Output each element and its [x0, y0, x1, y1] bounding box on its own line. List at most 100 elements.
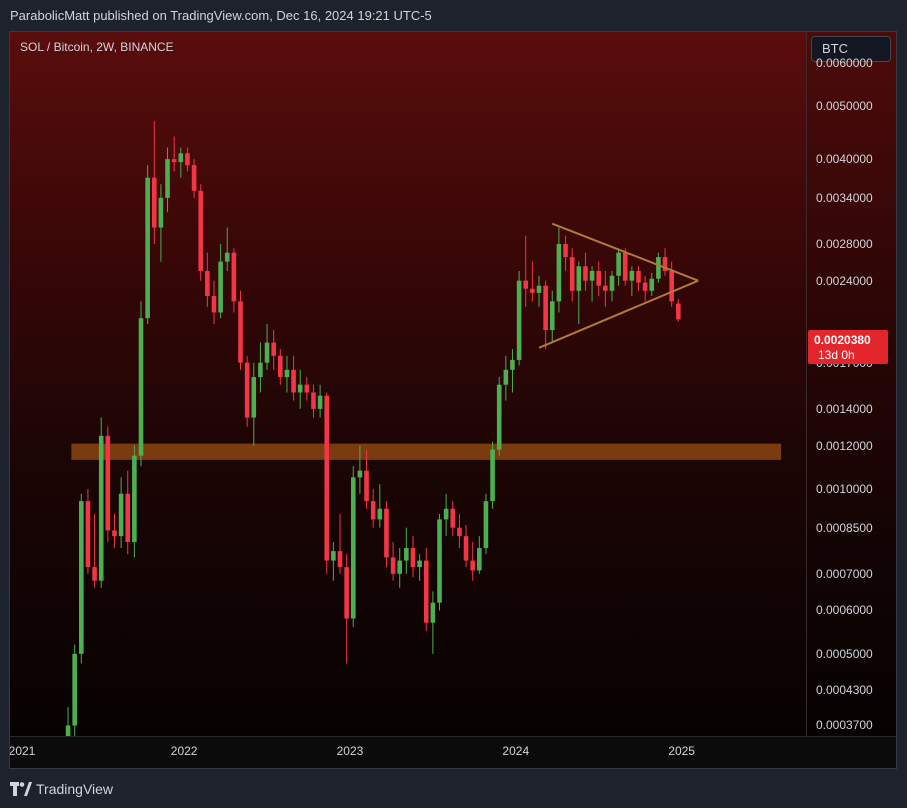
- candle: [463, 524, 469, 568]
- price-tick-label: 0.0034000: [816, 190, 873, 205]
- candle: [105, 426, 111, 543]
- price-tick-label: 0.0050000: [816, 99, 873, 114]
- candle-body: [297, 384, 303, 393]
- candle: [85, 488, 91, 574]
- candle-body: [145, 177, 150, 319]
- candle-body: [357, 470, 363, 478]
- candle: [211, 280, 217, 325]
- price-tick-label: 0.0060000: [816, 55, 873, 70]
- price-tick-label: 0.0014000: [816, 401, 873, 416]
- candle: [642, 275, 648, 302]
- candle-body: [457, 527, 462, 537]
- candle-body: [344, 567, 349, 619]
- candle-body: [676, 303, 681, 320]
- candle: [523, 235, 529, 307]
- currency-button[interactable]: BTC: [811, 36, 891, 62]
- candle: [224, 227, 230, 271]
- candle-body: [151, 177, 157, 228]
- candle: [258, 342, 263, 393]
- candle: [72, 644, 77, 736]
- chart-frame[interactable]: SOL / Bitcoin, 2W, BINANCE BTC 0.0060000…: [9, 31, 897, 769]
- candle: [198, 184, 204, 281]
- candle: [271, 330, 276, 370]
- candle: [324, 392, 330, 574]
- candle-body: [118, 493, 124, 537]
- candle: [238, 290, 243, 370]
- candle-body: [98, 435, 104, 581]
- candle-body: [251, 377, 257, 418]
- candle-body: [317, 395, 323, 409]
- footer-brand-text: TradingView: [36, 781, 114, 797]
- candle-body: [105, 435, 111, 531]
- candle: [656, 252, 661, 283]
- publish-header: ParabolicMatt published on TradingView.c…: [0, 0, 907, 31]
- candle-body: [278, 355, 283, 378]
- candle-body: [609, 275, 615, 291]
- candle-body: [450, 508, 456, 528]
- candle: [516, 270, 522, 366]
- candle-body: [417, 560, 422, 568]
- candle: [649, 272, 655, 297]
- candle-body: [523, 280, 529, 289]
- candle: [443, 493, 449, 537]
- candle-body: [470, 560, 475, 571]
- candle: [79, 493, 84, 664]
- candle: [503, 355, 509, 401]
- price-tick-label: 0.0012000: [816, 438, 873, 453]
- price-tick-label: 0.0006000: [816, 603, 873, 618]
- candle: [284, 355, 290, 393]
- candle: [576, 261, 582, 325]
- candle-body: [596, 270, 602, 286]
- candle-body: [622, 252, 628, 281]
- candle: [158, 184, 164, 262]
- candle-body: [397, 560, 403, 574]
- candle: [609, 270, 615, 302]
- candle: [145, 165, 150, 325]
- candle-body: [629, 270, 635, 281]
- price-tick-label: 0.0003700: [816, 718, 873, 733]
- candle-body: [384, 508, 389, 558]
- candle-body: [337, 551, 343, 568]
- time-tick-label: 2021: [9, 744, 36, 758]
- candle: [191, 159, 197, 198]
- candle: [410, 536, 416, 578]
- candle: [510, 349, 515, 393]
- tradingview-logo-icon: [10, 782, 32, 796]
- price-tick-label: 0.0007000: [816, 566, 873, 581]
- candle: [151, 120, 157, 244]
- candle-body: [430, 602, 436, 623]
- price-tick-label: 0.0028000: [816, 236, 873, 251]
- candle: [430, 591, 436, 654]
- price-scale[interactable]: [806, 32, 896, 736]
- candle: [622, 248, 628, 286]
- candle: [543, 280, 548, 350]
- candle-body: [669, 270, 674, 302]
- candle-body: [490, 449, 495, 502]
- candle-body: [410, 548, 416, 568]
- candle: [437, 514, 442, 611]
- candle-body: [516, 280, 522, 360]
- footer-brand[interactable]: TradingView: [10, 779, 113, 799]
- candle-body: [271, 342, 276, 356]
- candle: [264, 324, 270, 370]
- candle: [132, 445, 137, 558]
- candle: [636, 266, 641, 291]
- candle-body: [211, 296, 217, 313]
- candle: [397, 548, 403, 588]
- candle: [589, 266, 595, 302]
- candle: [357, 445, 363, 494]
- candle-body: [642, 282, 648, 291]
- candle: [616, 248, 621, 286]
- candle-body: [324, 395, 330, 561]
- candle: [244, 355, 250, 427]
- candle-body: [79, 501, 84, 654]
- candle-body: [549, 301, 555, 331]
- candle-body: [576, 266, 582, 291]
- time-scale[interactable]: [10, 736, 896, 768]
- candle-body: [350, 477, 356, 619]
- candle-body: [649, 278, 655, 291]
- symbol-title[interactable]: SOL / Bitcoin, 2W, BINANCE: [20, 40, 174, 54]
- price-tick-label: 0.0004300: [816, 682, 873, 697]
- candle-body: [171, 159, 177, 163]
- candle: [291, 355, 296, 401]
